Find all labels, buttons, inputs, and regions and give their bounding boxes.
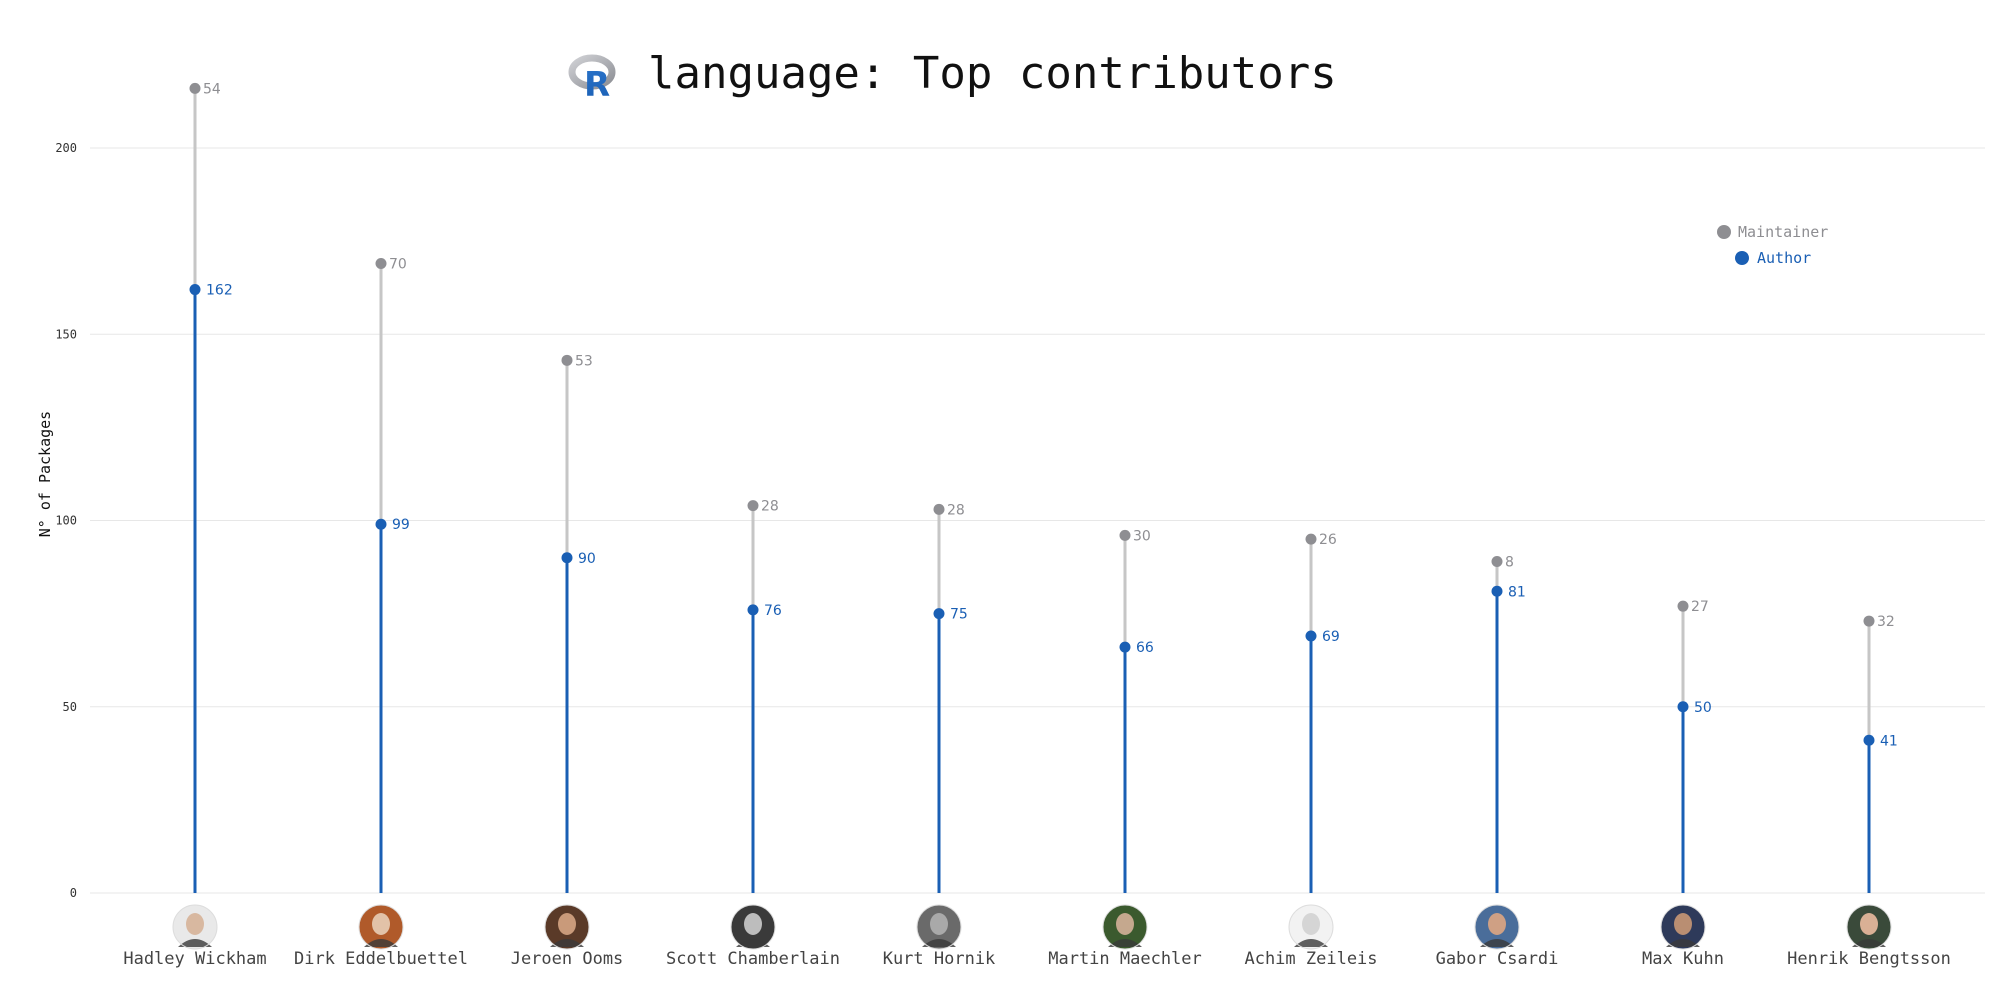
legend-marker (1717, 225, 1731, 239)
author-point (1491, 585, 1503, 597)
category-label-layer: Hadley Wickham Dirk Eddelbuettel Jeroen Oo… (123, 949, 1951, 969)
maintainer-point (561, 354, 573, 366)
author-value-label: 162 (206, 283, 233, 299)
contributor-avatar (544, 904, 590, 950)
author-point (747, 604, 759, 616)
avatar-layer (172, 904, 1892, 950)
contributor-avatar (916, 904, 962, 950)
author-point (189, 284, 201, 296)
y-tick-label: 100 (55, 514, 77, 528)
maintainer-value-label: 32 (1877, 614, 1895, 630)
author-value-label: 81 (1508, 584, 1526, 600)
value-label-layer: 54 162 70 99 53 90 28 76 28 75 30 66 26 69 8 81 27 50 32 41 (203, 81, 1898, 749)
author-value-label: 66 (1136, 640, 1154, 656)
stem-layer (193, 88, 1871, 893)
contributor-avatar (1660, 904, 1706, 950)
maintainer-value-label: 28 (761, 499, 779, 515)
maintainer-value-label: 70 (389, 256, 407, 272)
maintainer-value-label: 54 (203, 81, 221, 97)
maintainer-point (1305, 533, 1317, 545)
contributor-name-label: Gabor Csardi (1436, 949, 1559, 969)
y-tick-layer: 0 50 100 150 200 (55, 141, 77, 900)
author-value-label: 90 (578, 551, 596, 567)
chart-title-group: R language: Top contributors (568, 48, 1337, 105)
y-tick-label: 0 (70, 886, 77, 900)
maintainer-point (1119, 529, 1131, 541)
legend-label: Author (1757, 249, 1811, 267)
author-point (1677, 701, 1689, 713)
author-value-label: 41 (1880, 733, 1898, 749)
y-tick-label: 200 (55, 141, 77, 155)
author-value-label: 76 (764, 603, 782, 619)
maintainer-point (375, 257, 387, 269)
contributor-name-label: Martin Maechler (1048, 949, 1202, 969)
y-axis-label: N° of Packages (36, 411, 54, 537)
legend-label: Maintainer (1738, 223, 1828, 241)
contributor-avatar (172, 904, 218, 950)
author-point (375, 518, 387, 530)
contributor-name-label: Hadley Wickham (123, 949, 266, 969)
maintainer-point (1863, 615, 1875, 627)
author-point (561, 552, 573, 564)
grid-layer (90, 147, 1985, 894)
contributor-avatar (1846, 904, 1892, 950)
maintainer-value-label: 8 (1505, 554, 1514, 570)
contributor-avatar (1288, 904, 1334, 950)
contributor-avatar (730, 904, 776, 950)
contributor-name-label: Henrik Bengtsson (1787, 949, 1951, 969)
svg-text:R: R (584, 65, 610, 105)
maintainer-value-label: 27 (1691, 599, 1709, 615)
maintainer-point (747, 500, 759, 512)
legend-marker (1735, 251, 1749, 265)
maintainer-point (189, 82, 201, 94)
author-point (1863, 734, 1875, 746)
contributor-avatar (1102, 904, 1148, 950)
maintainer-value-label: 53 (575, 353, 593, 369)
maintainer-value-label: 28 (947, 502, 965, 518)
maintainer-point (1677, 600, 1689, 612)
maintainer-point (1491, 555, 1503, 567)
maintainer-value-label: 30 (1133, 528, 1151, 544)
author-point (933, 608, 945, 620)
contributor-name-label: Scott Chamberlain (666, 949, 840, 969)
author-value-label: 69 (1322, 629, 1340, 645)
y-tick-label: 150 (55, 327, 77, 341)
r-logo-icon: R (568, 54, 616, 105)
chart-title: language: Top contributors (648, 48, 1337, 99)
author-value-label: 75 (950, 607, 968, 623)
contributor-name-label: Kurt Hornik (883, 949, 996, 969)
legend: Maintainer Author (1717, 223, 1828, 267)
contributor-avatar (358, 904, 404, 950)
maintainer-value-label: 26 (1319, 532, 1337, 548)
contributor-name-label: Max Kuhn (1642, 949, 1724, 969)
author-value-label: 50 (1694, 700, 1712, 716)
contributor-name-label: Achim Zeileis (1244, 949, 1377, 969)
author-point (1305, 630, 1317, 642)
contributor-avatar (1474, 904, 1520, 950)
author-point (1119, 641, 1131, 653)
contributor-name-label: Dirk Eddelbuettel (294, 949, 468, 969)
y-tick-label: 50 (63, 700, 77, 714)
point-layer (189, 82, 1875, 746)
contributor-name-label: Jeroen Ooms (511, 949, 624, 969)
maintainer-point (933, 503, 945, 515)
author-value-label: 99 (392, 517, 410, 533)
